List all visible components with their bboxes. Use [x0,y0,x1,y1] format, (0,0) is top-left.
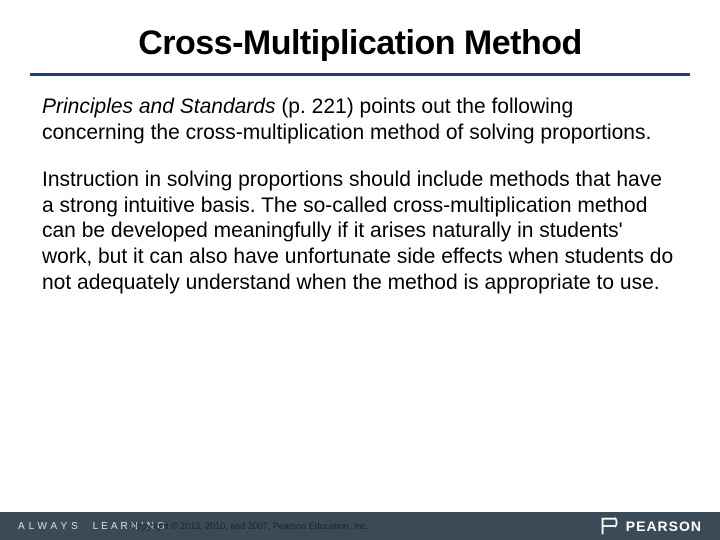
pearson-logo-icon [598,515,620,537]
paragraph-1: Principles and Standards (p. 221) points… [42,94,678,145]
slide-body: Principles and Standards (p. 221) points… [0,94,720,295]
citation-italic: Principles and Standards [42,95,275,118]
copyright-text: Copyright © 2013, 2010, and 2007, Pearso… [130,521,368,531]
tagline-always: ALWAYS [18,521,82,532]
slide-title: Cross-Multiplication Method [0,0,720,73]
brand-block: PEARSON [598,515,702,537]
brand-name: PEARSON [626,518,702,534]
paragraph-2: Instruction in solving proportions shoul… [42,167,678,295]
title-underline [30,73,690,76]
slide: Cross-Multiplication Method Principles a… [0,0,720,540]
